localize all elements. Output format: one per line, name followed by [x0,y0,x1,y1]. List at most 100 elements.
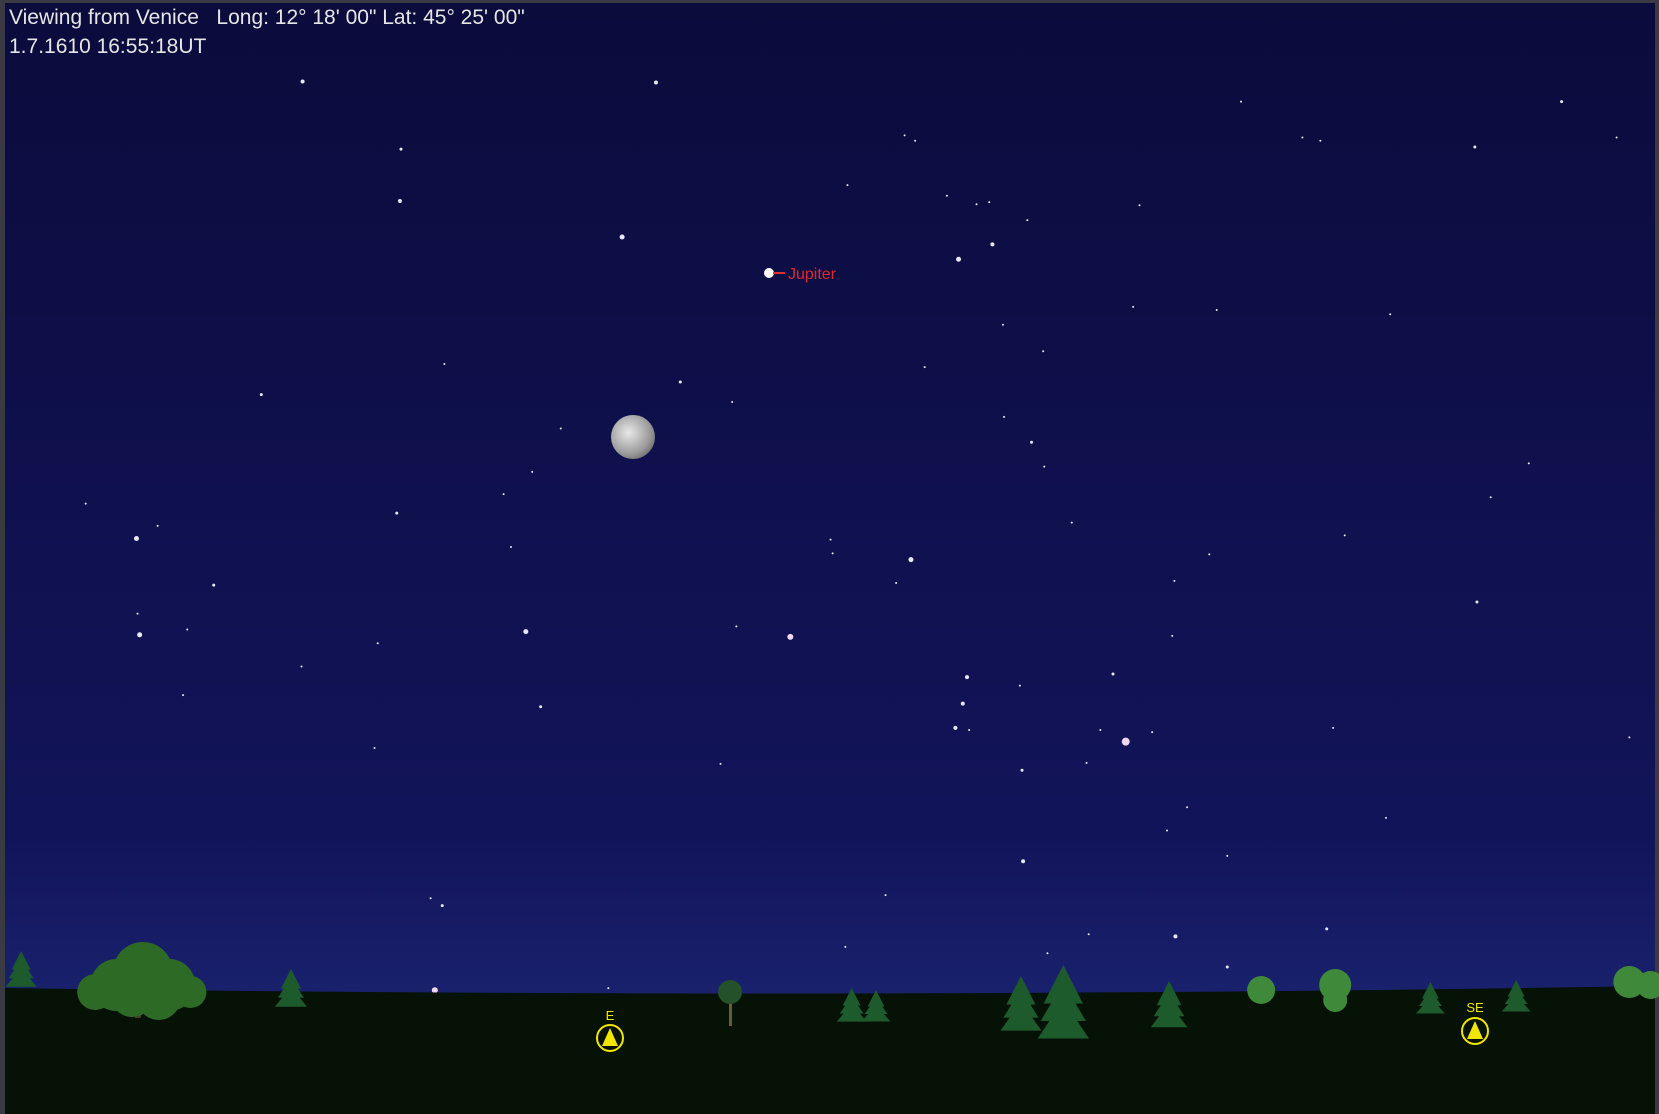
star [1138,204,1140,206]
star [134,536,139,541]
star [1166,830,1168,832]
star [1086,762,1088,764]
star [186,629,188,631]
leafy-tree [137,976,181,1020]
ground [5,986,1655,1114]
star [787,634,793,640]
star [137,632,142,637]
star [1099,729,1101,731]
star [1216,309,1218,311]
moon [611,415,655,459]
star [1473,146,1476,149]
coordinates: Long: 12° 18' 00" Lat: 45° 25' 00" [216,6,524,29]
star [908,557,913,562]
star [1490,496,1492,498]
jupiter [764,268,774,278]
star [832,552,834,554]
compass-label: SE [1466,1000,1484,1015]
star [1301,137,1303,139]
star [1021,859,1025,863]
star [1030,441,1033,444]
location-line: Viewing from Venice Long: 12° 18' 00" La… [9,6,525,30]
star [395,512,398,515]
star [731,401,733,403]
leafy-tree [1247,976,1275,1004]
star [1560,100,1563,103]
star [895,582,897,584]
star [510,546,512,548]
star [1132,306,1134,308]
planetarium-view: Jupiter E SE Viewing from Venice Long: 1… [0,0,1659,1114]
star [432,987,438,993]
star [1226,966,1229,969]
star [374,747,376,749]
star [976,203,978,205]
star [719,763,721,765]
star [560,427,562,429]
star [1151,731,1153,733]
star [830,539,832,541]
star [1026,219,1028,221]
star [443,363,445,365]
star [85,503,87,505]
star [990,242,994,246]
star [1173,934,1177,938]
star [846,184,848,186]
star [1112,672,1115,675]
star [301,79,305,83]
star [1071,522,1073,524]
star [654,81,658,85]
star [953,726,957,730]
star [539,705,542,708]
star [503,493,505,495]
star [531,471,533,473]
star [1389,313,1391,315]
star [956,257,961,262]
star [1528,462,1530,464]
location: Viewing from Venice [9,6,199,29]
star [137,613,139,615]
star [1226,855,1228,857]
sky [5,3,1655,1111]
star [1616,137,1618,139]
star [1208,553,1210,555]
star [1003,416,1005,418]
star [1019,685,1021,687]
star [1042,350,1044,352]
star [399,148,402,151]
star [441,904,444,907]
star [1021,769,1024,772]
star [961,702,965,706]
star [1173,580,1175,582]
star [1171,635,1173,637]
star [377,642,379,644]
star [301,666,303,668]
star [182,694,184,696]
leafy-tree [174,976,206,1008]
star [904,134,906,136]
star [1002,324,1004,326]
star [1046,952,1048,954]
leafy-tree [1323,988,1347,1012]
star [607,987,609,989]
star [988,201,990,203]
star [430,897,432,899]
star [1475,601,1478,604]
star [260,393,263,396]
star [157,525,159,527]
star [924,366,926,368]
star [946,195,948,197]
star [1628,736,1630,738]
star [398,199,402,203]
star [914,140,916,142]
star [1240,101,1242,103]
star [735,625,737,627]
star [1332,727,1334,729]
star [965,675,969,679]
star [1122,738,1130,746]
datetime: 1.7.1610 16:55:18UT [9,35,206,59]
star [1325,927,1328,930]
star [1344,534,1346,536]
leafy-tree [718,980,742,1004]
star [885,894,887,896]
